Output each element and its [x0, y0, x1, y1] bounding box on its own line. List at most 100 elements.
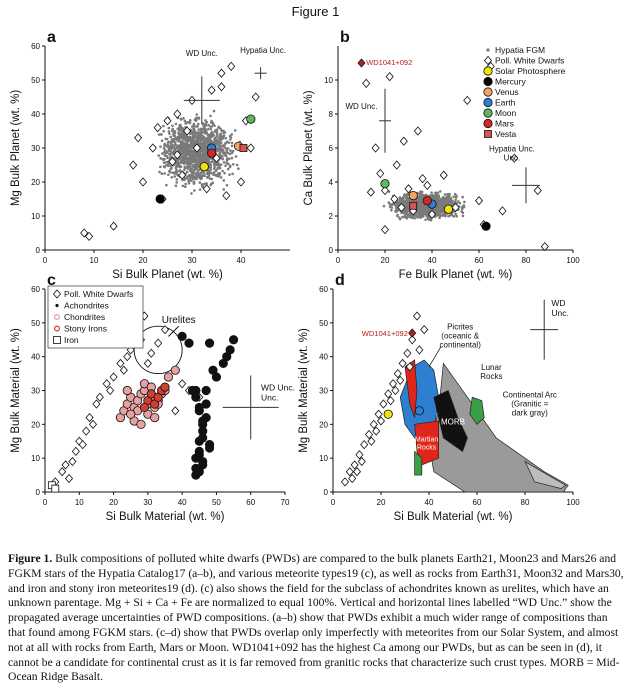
legend-label: Earth: [495, 98, 516, 108]
hypatia-point: [165, 183, 168, 187]
annotation: Urelites: [162, 315, 196, 326]
data-point: [463, 95, 472, 106]
y-tick-label: 60: [319, 285, 328, 294]
data-point: [95, 392, 104, 402]
legend-marker: [483, 118, 493, 129]
data-point: [474, 196, 484, 206]
hypatia-point: [390, 208, 393, 212]
x-tick-label: 60: [246, 498, 255, 507]
data-point: [109, 372, 118, 382]
data-point: [366, 187, 375, 197]
hypatia-point: [188, 159, 191, 162]
hypatia-point: [204, 140, 208, 144]
hypatia-point: [209, 114, 212, 118]
legend-label: Poll. White Dwarfs: [495, 56, 564, 66]
data-point: [408, 328, 417, 338]
hypatia-point: [160, 133, 163, 136]
hypatia-point: [448, 214, 452, 217]
hypatia-point: [234, 155, 238, 158]
hypatia-point: [196, 125, 199, 128]
data-point: [355, 450, 364, 460]
hypatia-point: [218, 153, 222, 157]
hypatia-point: [174, 172, 177, 175]
hypatia-point: [197, 116, 201, 119]
hypatia-point: [168, 171, 172, 174]
data-point: [390, 194, 399, 204]
data-point: [202, 184, 211, 194]
hypatia-point: [159, 157, 162, 160]
hypatia-point: [183, 151, 187, 155]
data-point: [427, 209, 437, 219]
series-stony-irons: [139, 382, 170, 413]
hypatia-point: [192, 127, 195, 131]
hypatia-point: [446, 193, 449, 196]
hypatia-point: [409, 214, 412, 217]
hypatia-point: [166, 141, 170, 144]
data-point: [102, 379, 111, 389]
hypatia-point: [214, 173, 217, 177]
data-point: [173, 150, 182, 160]
legend-marker: [483, 97, 493, 108]
data-point: [78, 440, 87, 450]
data-point: [345, 467, 354, 477]
hypatia-point: [413, 213, 417, 217]
hypatia-point: [203, 174, 207, 178]
hypatia-point: [207, 136, 210, 140]
x-tick-label: 80: [522, 256, 531, 265]
hypatia-point: [435, 198, 439, 201]
hypatia-point: [215, 132, 219, 136]
hypatia-point: [183, 137, 187, 140]
hypatia-point: [187, 164, 190, 168]
data-point: [415, 345, 424, 355]
data-point: [385, 71, 394, 82]
y-axis-label: Mg Bulk Planet (wt. %): [10, 90, 22, 206]
hypatia-point: [197, 140, 201, 144]
hypatia-point: [223, 151, 227, 155]
hypatia-point: [229, 136, 233, 139]
hypatia-point: [212, 171, 216, 174]
x-tick-label: 60: [475, 256, 484, 265]
data-point: [405, 362, 414, 372]
hypatia-point: [165, 163, 168, 167]
hypatia-point: [188, 121, 192, 125]
hypatia-point: [187, 181, 191, 185]
hypatia-point: [395, 203, 399, 207]
hypatia-point: [237, 167, 240, 170]
hypatia-point: [226, 147, 230, 150]
y-tick-label: 30: [319, 387, 328, 396]
hypatia-point: [186, 151, 190, 155]
hypatia-point: [224, 142, 227, 145]
hypatia-point: [222, 188, 226, 191]
y-tick-label: 40: [31, 353, 40, 362]
hypatia-point: [179, 117, 183, 121]
data-point: [68, 456, 77, 467]
y-axis-label: Mg Bulk Material (wt. %): [10, 328, 22, 453]
hypatia-point: [209, 166, 213, 169]
hypatia-point: [219, 149, 223, 153]
data-point: [380, 224, 390, 235]
series-vesta: [239, 144, 248, 152]
series-wd1041-092: [408, 328, 417, 338]
data-point: [371, 143, 380, 153]
data-point: [222, 352, 232, 362]
series-mercury: [155, 194, 165, 204]
hypatia-point: [202, 145, 205, 149]
hypatia-point: [166, 144, 169, 147]
annotation-pointer: [428, 346, 442, 367]
hypatia-point: [190, 154, 194, 158]
hypatia-point: [170, 176, 174, 179]
hypatia-point: [420, 199, 423, 202]
y-tick-label: 10: [324, 76, 333, 85]
x-tick-label: 0: [43, 498, 48, 507]
data-point: [139, 402, 150, 413]
x-tick-label: 0: [336, 256, 341, 265]
hypatia-point: [184, 139, 187, 143]
annotation: Unc.: [261, 393, 278, 403]
hypatia-point: [398, 217, 402, 221]
hypatia-point: [405, 198, 409, 202]
series-earth: [414, 406, 424, 416]
hypatia-point: [178, 145, 181, 149]
figure-caption: Figure 1. Bulk compositions of polluted …: [8, 552, 626, 685]
data-point: [58, 467, 67, 477]
hypatia-point: [430, 191, 433, 194]
